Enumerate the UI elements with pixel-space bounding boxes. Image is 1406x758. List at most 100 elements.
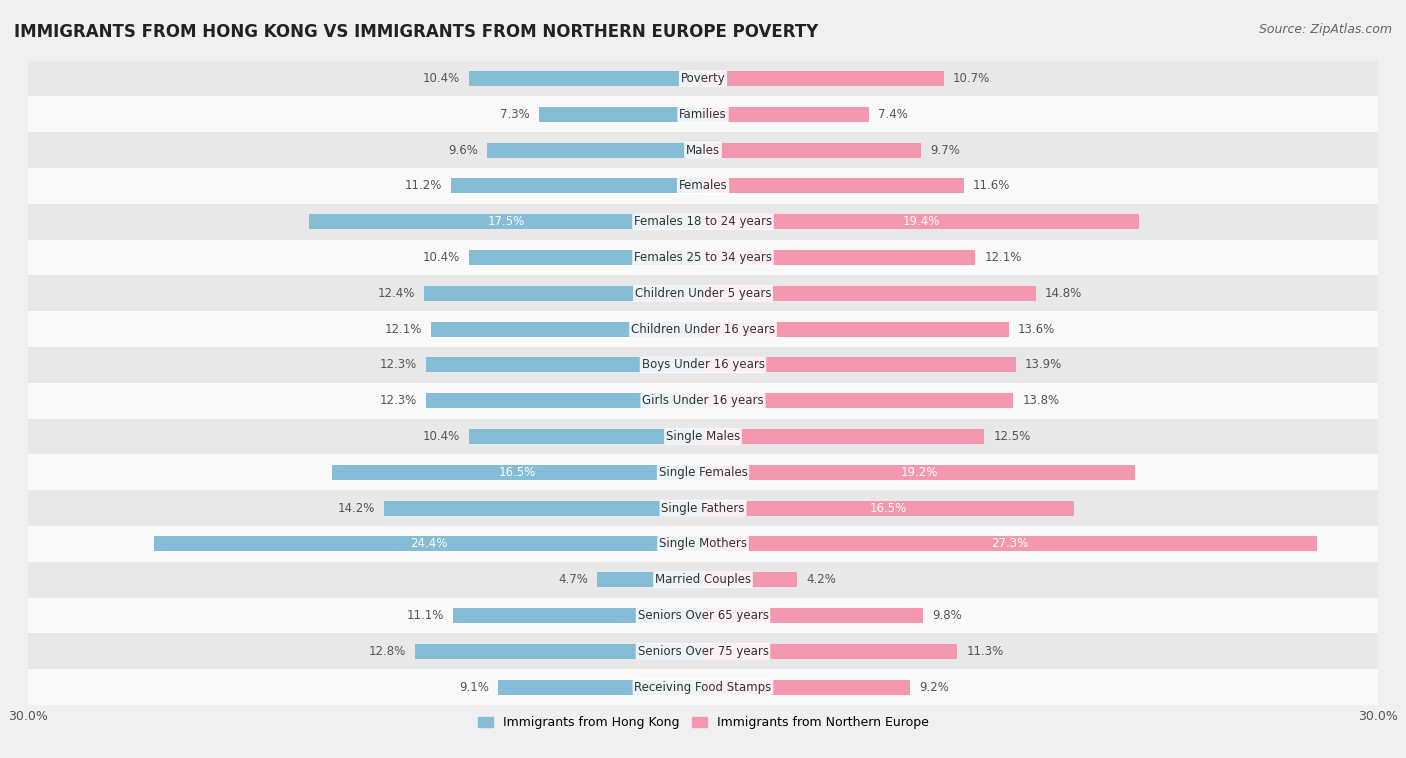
Text: IMMIGRANTS FROM HONG KONG VS IMMIGRANTS FROM NORTHERN EUROPE POVERTY: IMMIGRANTS FROM HONG KONG VS IMMIGRANTS …: [14, 23, 818, 41]
Bar: [703, 321, 1010, 337]
Text: 11.3%: 11.3%: [966, 645, 1004, 658]
Text: 16.5%: 16.5%: [870, 502, 907, 515]
Text: 9.1%: 9.1%: [460, 681, 489, 694]
Text: 9.2%: 9.2%: [920, 681, 949, 694]
Bar: [703, 393, 1014, 409]
Text: 9.7%: 9.7%: [931, 143, 960, 157]
Text: Single Mothers: Single Mothers: [659, 537, 747, 550]
Legend: Immigrants from Hong Kong, Immigrants from Northern Europe: Immigrants from Hong Kong, Immigrants fr…: [472, 711, 934, 735]
Bar: [28, 275, 1378, 312]
Text: 14.8%: 14.8%: [1045, 287, 1083, 300]
Text: 13.8%: 13.8%: [1022, 394, 1060, 407]
Bar: [309, 215, 703, 229]
Bar: [28, 490, 1378, 526]
Text: 7.3%: 7.3%: [501, 108, 530, 121]
Bar: [703, 429, 984, 444]
Bar: [28, 96, 1378, 132]
Text: 12.3%: 12.3%: [380, 359, 418, 371]
Bar: [28, 526, 1378, 562]
Text: Receiving Food Stamps: Receiving Food Stamps: [634, 681, 772, 694]
Text: Married Couples: Married Couples: [655, 573, 751, 586]
Text: Source: ZipAtlas.com: Source: ZipAtlas.com: [1258, 23, 1392, 36]
Text: 27.3%: 27.3%: [991, 537, 1029, 550]
Bar: [498, 679, 703, 694]
Bar: [703, 357, 1015, 372]
Text: 14.2%: 14.2%: [337, 502, 374, 515]
Bar: [451, 178, 703, 193]
Text: Single Males: Single Males: [666, 430, 740, 443]
Text: 4.2%: 4.2%: [807, 573, 837, 586]
Text: 16.5%: 16.5%: [499, 465, 536, 479]
Bar: [415, 644, 703, 659]
Bar: [703, 107, 869, 122]
Bar: [28, 383, 1378, 418]
Bar: [425, 286, 703, 301]
Text: 17.5%: 17.5%: [488, 215, 524, 228]
Text: Girls Under 16 years: Girls Under 16 years: [643, 394, 763, 407]
Bar: [28, 562, 1378, 597]
Bar: [703, 215, 1139, 229]
Bar: [538, 107, 703, 122]
Bar: [470, 250, 703, 265]
Text: Seniors Over 65 years: Seniors Over 65 years: [637, 609, 769, 622]
Text: Females: Females: [679, 180, 727, 193]
Bar: [426, 357, 703, 372]
Bar: [384, 500, 703, 515]
Bar: [703, 250, 976, 265]
Bar: [703, 465, 1135, 480]
Text: 10.4%: 10.4%: [423, 72, 460, 85]
Bar: [703, 500, 1074, 515]
Bar: [703, 143, 921, 158]
Bar: [453, 608, 703, 623]
Text: 10.4%: 10.4%: [423, 251, 460, 264]
Bar: [703, 286, 1036, 301]
Text: Children Under 5 years: Children Under 5 years: [634, 287, 772, 300]
Bar: [703, 537, 1317, 551]
Bar: [28, 634, 1378, 669]
Text: 12.4%: 12.4%: [378, 287, 415, 300]
Text: Boys Under 16 years: Boys Under 16 years: [641, 359, 765, 371]
Bar: [28, 347, 1378, 383]
Text: 9.8%: 9.8%: [932, 609, 962, 622]
Text: 24.4%: 24.4%: [411, 537, 447, 550]
Text: Families: Families: [679, 108, 727, 121]
Bar: [430, 321, 703, 337]
Bar: [28, 454, 1378, 490]
Text: 13.6%: 13.6%: [1018, 323, 1054, 336]
Text: 11.6%: 11.6%: [973, 180, 1011, 193]
Text: 7.4%: 7.4%: [879, 108, 908, 121]
Text: 19.4%: 19.4%: [903, 215, 939, 228]
Text: Females 18 to 24 years: Females 18 to 24 years: [634, 215, 772, 228]
Bar: [470, 429, 703, 444]
Text: 12.3%: 12.3%: [380, 394, 418, 407]
Text: 11.2%: 11.2%: [405, 180, 441, 193]
Bar: [28, 312, 1378, 347]
Text: Single Fathers: Single Fathers: [661, 502, 745, 515]
Bar: [28, 132, 1378, 168]
Text: 4.7%: 4.7%: [558, 573, 588, 586]
Bar: [426, 393, 703, 409]
Bar: [28, 240, 1378, 275]
Text: 19.2%: 19.2%: [900, 465, 938, 479]
Bar: [28, 418, 1378, 454]
Bar: [703, 608, 924, 623]
Text: 10.7%: 10.7%: [953, 72, 990, 85]
Text: 11.1%: 11.1%: [406, 609, 444, 622]
Text: 12.8%: 12.8%: [368, 645, 406, 658]
Text: Seniors Over 75 years: Seniors Over 75 years: [637, 645, 769, 658]
Text: Children Under 16 years: Children Under 16 years: [631, 323, 775, 336]
Text: 12.1%: 12.1%: [984, 251, 1022, 264]
Text: Single Females: Single Females: [658, 465, 748, 479]
Bar: [703, 572, 797, 587]
Bar: [598, 572, 703, 587]
Bar: [703, 178, 965, 193]
Text: 10.4%: 10.4%: [423, 430, 460, 443]
Text: Females 25 to 34 years: Females 25 to 34 years: [634, 251, 772, 264]
Bar: [703, 644, 957, 659]
Bar: [155, 537, 703, 551]
Text: Poverty: Poverty: [681, 72, 725, 85]
Bar: [28, 204, 1378, 240]
Bar: [703, 71, 943, 86]
Text: Males: Males: [686, 143, 720, 157]
Text: 12.1%: 12.1%: [384, 323, 422, 336]
